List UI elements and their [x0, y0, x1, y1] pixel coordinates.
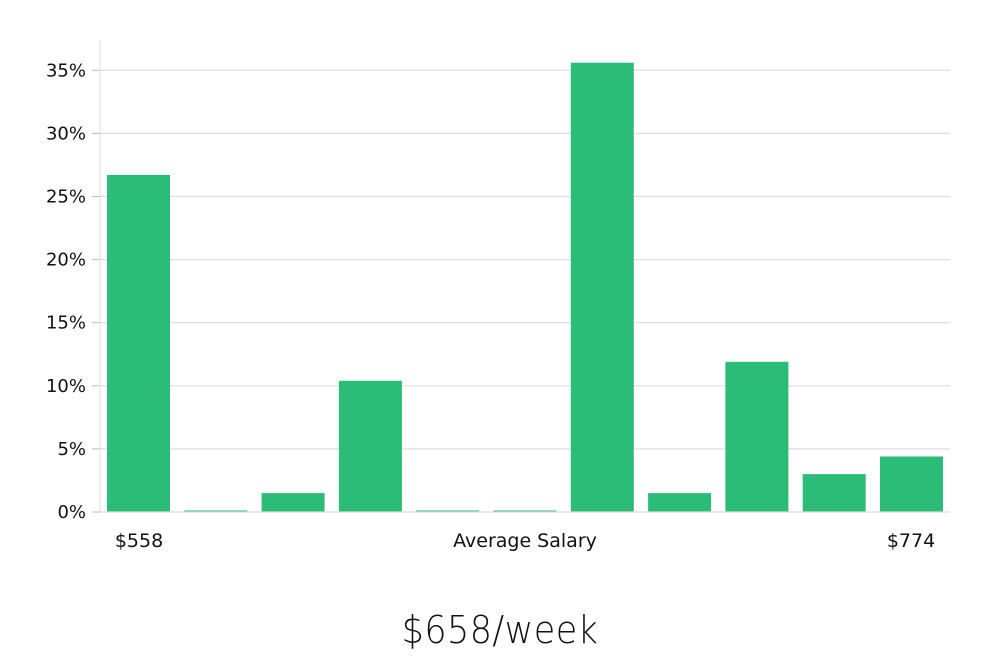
y-tick-label-30: 30%	[46, 123, 86, 144]
bar-3	[261, 493, 325, 512]
bars	[107, 62, 943, 512]
bar-6	[493, 510, 557, 512]
x-min-label: $558	[115, 530, 163, 552]
bar-8	[648, 493, 712, 512]
bar-1	[107, 175, 170, 512]
bar-2	[184, 510, 248, 512]
grid-lines	[100, 69, 950, 450]
bar-4	[338, 380, 402, 512]
bar-9	[725, 361, 789, 512]
y-tick-label-20: 20%	[46, 250, 86, 271]
bar-7	[570, 62, 634, 512]
bar-11	[880, 456, 943, 512]
y-tick-label-5: 5%	[57, 439, 86, 460]
x-max-label: $774	[887, 530, 935, 552]
x-axis-label: Average Salary	[453, 530, 597, 552]
y-tick-label-35: 35%	[46, 60, 86, 81]
y-tick-label-15: 15%	[46, 313, 86, 334]
y-tick-label-10: 10%	[46, 376, 86, 397]
y-tick-label-25: 25%	[46, 187, 86, 208]
average-salary-value: $658/week	[401, 608, 599, 652]
bar-10	[802, 474, 866, 512]
y-tick-labels: 0% 5% 10% 15% 20% 25% 30% 35%	[46, 60, 86, 523]
bar-5	[416, 510, 480, 512]
y-tick-label-0: 0%	[57, 502, 86, 523]
axes	[92, 40, 950, 513]
